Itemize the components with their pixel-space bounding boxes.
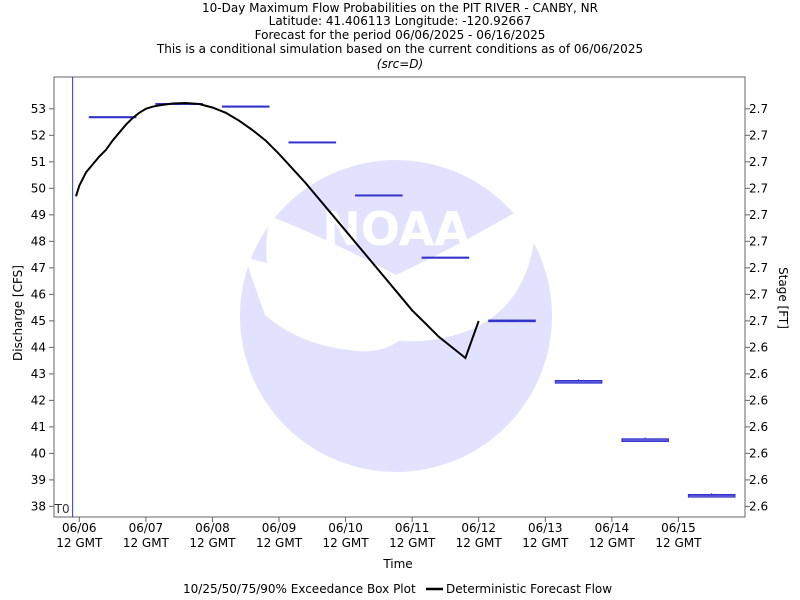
y-tick-label: 41 — [31, 420, 46, 434]
y2-tick-label: 2.7 — [749, 102, 768, 116]
x-tick-label: 06/06 — [62, 521, 97, 535]
y-tick-label: 39 — [31, 473, 46, 487]
title-line-1: 10-Day Maximum Flow Probabilities on the… — [202, 1, 598, 15]
plot-axes: 38 2.6 39 2.6 40 2.6 41 2.6 42 2.6 43 2.6 44 2.6 45 2.7… — [31, 76, 768, 550]
y2-tick-label: 2.7 — [749, 155, 768, 169]
x-tick-label-time: 12 GMT — [56, 536, 103, 550]
y2-tick-label: 2.6 — [749, 393, 768, 407]
x-tick-label-time: 12 GMT — [323, 536, 370, 550]
y2-tick-label: 2.7 — [749, 208, 768, 222]
y2-tick-label: 2.7 — [749, 128, 768, 142]
y-tick-label: 43 — [31, 367, 46, 381]
legend-line-label: Deterministic Forecast Flow — [446, 582, 612, 596]
chart-subtitle: (src=D) — [377, 57, 423, 71]
noaa-watermark-logo: NOAA — [240, 160, 552, 472]
x-tick-label: 06/14 — [595, 521, 630, 535]
title-line-3: Forecast for the period 06/06/2025 - 06/… — [255, 28, 546, 42]
y-tick-label: 48 — [31, 234, 46, 248]
x-tick-label-time: 12 GMT — [189, 536, 236, 550]
y2-tick-label: 2.7 — [749, 261, 768, 275]
x-tick-label-time: 12 GMT — [123, 536, 170, 550]
plot-frame — [53, 76, 746, 518]
y2-tick-label: 2.7 — [749, 314, 768, 328]
y-tick-label: 46 — [31, 287, 46, 301]
x-tick-label: 06/10 — [328, 521, 363, 535]
t0-label: T0 — [54, 502, 70, 516]
x-tick-label: 06/07 — [129, 521, 164, 535]
x-tick-label-time: 12 GMT — [456, 536, 503, 550]
svg-text:NOAA: NOAA — [322, 202, 470, 256]
y-tick-label: 38 — [31, 499, 46, 513]
y2-tick-label: 2.7 — [749, 181, 768, 195]
title-line-4: This is a conditional simulation based o… — [156, 42, 643, 56]
y2-tick-label: 2.6 — [749, 367, 768, 381]
title-line-2: Latitude: 41.406113 Longitude: -120.9266… — [269, 14, 532, 28]
x-tick-label-time: 12 GMT — [589, 536, 636, 550]
x-tick-label-time: 12 GMT — [522, 536, 569, 550]
y-tick-label: 45 — [31, 314, 46, 328]
x-axis-label: Time — [382, 557, 412, 571]
x-tick-label: 06/11 — [395, 521, 430, 535]
y2-tick-label: 2.7 — [749, 287, 768, 301]
y2-tick-label: 2.6 — [749, 340, 768, 354]
legend-box-label: 10/25/50/75/90% Exceedance Box Plot — [183, 582, 416, 596]
y2-tick-label: 2.6 — [749, 473, 768, 487]
y2-tick-label: 2.7 — [749, 234, 768, 248]
y-axis-label: Discharge [CFS] — [11, 265, 25, 361]
x-tick-label-time: 12 GMT — [655, 536, 702, 550]
y2-tick-label: 2.6 — [749, 446, 768, 460]
y2-tick-label: 2.6 — [749, 499, 768, 513]
x-tick-label: 06/12 — [461, 521, 496, 535]
y-tick-label: 52 — [31, 128, 46, 142]
y-tick-label: 49 — [31, 208, 46, 222]
y2-axis-label: Stage [FT] — [776, 267, 790, 329]
x-tick-label: 06/09 — [262, 521, 297, 535]
y2-tick-label: 2.6 — [749, 420, 768, 434]
y-tick-label: 42 — [31, 393, 46, 407]
deterministic-forecast-line — [75, 101, 480, 360]
x-tick-label: 06/13 — [528, 521, 563, 535]
x-tick-label: 06/15 — [661, 521, 696, 535]
x-tick-label-time: 12 GMT — [389, 536, 436, 550]
x-tick-label-time: 12 GMT — [256, 536, 303, 550]
y-tick-label: 44 — [31, 340, 46, 354]
y-tick-label: 51 — [31, 155, 46, 169]
y-tick-label: 53 — [31, 102, 46, 116]
x-tick-label: 06/08 — [195, 521, 230, 535]
y-tick-label: 40 — [31, 446, 46, 460]
y-tick-label: 47 — [31, 261, 46, 275]
legend: 10/25/50/75/90% Exceedance Box Plot Dete… — [183, 582, 612, 596]
y-tick-label: 50 — [31, 181, 46, 195]
